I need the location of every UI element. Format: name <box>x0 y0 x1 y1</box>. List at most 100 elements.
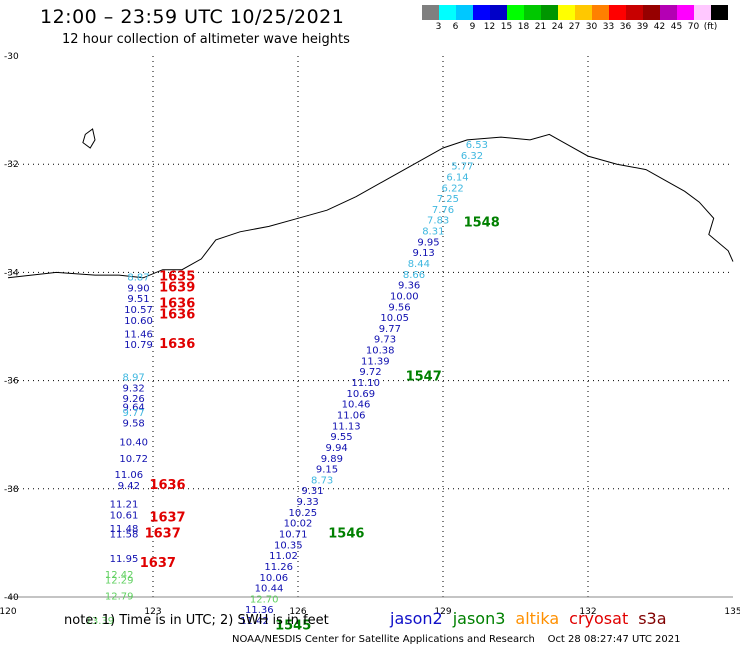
pass-time-label: 1548 <box>464 215 500 230</box>
legend-swatch <box>660 5 677 20</box>
wave-height-value: 11.42 <box>240 616 269 627</box>
color-legend-labels: 3 6 9 12 15 18 21 24 27 30 33 36 39 42 45 70 (ft) <box>422 22 738 34</box>
wave-height-value: 12.42 <box>105 570 134 581</box>
wave-height-value: 11.06 <box>337 410 366 421</box>
pass-time-label: 1636 <box>159 297 195 312</box>
wave-height-value: 10.00 <box>390 291 419 302</box>
wave-height-value: 10.38 <box>366 346 395 357</box>
map-grid <box>8 56 733 598</box>
legend-swatch <box>711 5 728 20</box>
wave-height-value: 9.58 <box>123 419 145 430</box>
legend-label: 21 <box>534 22 547 32</box>
legend-swatch <box>456 5 473 20</box>
legend-label: (ft) <box>703 22 718 32</box>
wave-height-value: 12.79 <box>105 592 134 603</box>
satellite-cryosat-label: cryosat <box>569 609 629 628</box>
island-outline <box>82 128 96 149</box>
lat-tick-label: -34 <box>4 268 19 278</box>
wave-height-value: 10.79 <box>124 340 153 351</box>
wave-height-value: 12.70 <box>250 594 279 605</box>
wave-height-value: 8.66 <box>403 270 425 281</box>
pass-time-label: 1639 <box>159 280 195 295</box>
satellite-s3a-label: s3a <box>638 609 667 628</box>
wave-height-value: 9.89 <box>321 454 343 465</box>
legend-label: 33 <box>602 22 615 32</box>
wave-height-value: 8.31 <box>422 227 444 238</box>
lat-tick-label: -38 <box>4 485 19 495</box>
wave-height-value: 10.40 <box>119 438 148 449</box>
legend-label: 3 <box>435 22 442 32</box>
wave-height-value: 10.06 <box>260 573 289 584</box>
wave-height-value: 11.46 <box>124 329 153 340</box>
wave-height-value: 8.73 <box>311 475 333 486</box>
map-title: 12:00 – 23:59 UTC 10/25/2021 <box>40 6 345 28</box>
footer-credit: NOAA/NESDIS Center for Satellite Applica… <box>232 634 681 645</box>
wave-height-value: 10.44 <box>255 584 284 595</box>
wave-height-value: 11.95 <box>110 554 139 565</box>
wave-height-value: 9.73 <box>374 335 396 346</box>
legend-label: 18 <box>517 22 530 32</box>
wave-height-value: 9.90 <box>127 283 149 294</box>
satellite-jason2-label: jason2 <box>390 609 443 628</box>
wave-height-value: 9.15 <box>316 465 338 476</box>
wave-height-value: 9.13 <box>413 248 435 259</box>
color-legend <box>422 5 728 20</box>
wave-height-value: 11.06 <box>115 470 144 481</box>
wave-height-value: 11.58 <box>110 529 139 540</box>
wave-height-value: 10.46 <box>342 400 371 411</box>
wave-height-value: 10.25 <box>289 508 318 519</box>
pass-time-label: 1637 <box>140 556 176 571</box>
map-subtitle: 12 hour collection of altimeter wave hei… <box>62 32 350 47</box>
legend-label: 15 <box>500 22 513 32</box>
wave-height-value: 9.26 <box>123 394 145 405</box>
coastline <box>7 133 734 279</box>
legend-label: 6 <box>452 22 459 32</box>
wave-height-value: 11.21 <box>110 500 139 511</box>
legend-swatch <box>439 5 456 20</box>
wave-height-value: 10.05 <box>380 313 409 324</box>
wave-height-value: 10.60 <box>124 316 153 327</box>
wave-height-value: 11.39 <box>361 356 390 367</box>
wave-height-value: 10.35 <box>274 540 303 551</box>
legend-label: 12 <box>483 22 496 32</box>
wave-height-value: 6.14 <box>446 172 468 183</box>
lat-tick-label: -36 <box>4 377 19 387</box>
pass-time-label: 1637 <box>145 526 181 541</box>
wave-height-value: 10.71 <box>279 529 308 540</box>
legend-label: 45 <box>670 22 683 32</box>
wave-height-value: 10.61 <box>110 511 139 522</box>
pass-time-label: 1636 <box>159 307 195 322</box>
legend-swatch <box>473 5 490 20</box>
wave-height-value: 9.77 <box>123 408 145 419</box>
wave-height-value: 6.22 <box>442 183 464 194</box>
satellite-altika-label: altika <box>515 609 560 628</box>
wave-height-value: 10.69 <box>347 389 376 400</box>
wave-height-value: 11.10 <box>351 378 380 389</box>
legend-swatch <box>694 5 711 20</box>
wave-height-value: 6.32 <box>461 151 483 162</box>
lat-tick-label: -40 <box>4 593 19 603</box>
wave-height-value: 8.87 <box>127 273 149 284</box>
wave-height-value: 11.13 <box>332 421 361 432</box>
wave-height-value: 11.48 <box>110 524 139 535</box>
pass-time-label: 1545 <box>275 618 311 633</box>
map-axis-labels: 120 123 126 129 132 135 -30 -32 -34 -36 -38 -40 <box>0 52 740 617</box>
legend-swatch <box>575 5 592 20</box>
wave-height-value: 7.83 <box>427 216 449 227</box>
legend-swatch <box>524 5 541 20</box>
wave-height-value: 9.77 <box>379 324 401 335</box>
wave-height-value: 9.31 <box>301 486 323 497</box>
wave-height-value: 11.36 <box>245 605 274 616</box>
pass-time-label: 1635 <box>159 270 195 285</box>
lon-tick-label: 129 <box>434 607 451 617</box>
footer-note: note: 1) Time is in UTC; 2) SWH is in fe… <box>64 613 329 628</box>
lon-tick-label: 126 <box>289 607 306 617</box>
legend-swatch <box>609 5 626 20</box>
wave-height-value: 10.02 <box>284 519 313 530</box>
wave-height-value: 9.72 <box>359 367 381 378</box>
legend-label: 36 <box>619 22 632 32</box>
pass-time-label: 1637 <box>149 510 185 525</box>
wave-height-value: 9.51 <box>127 294 149 305</box>
legend-label: 27 <box>568 22 581 32</box>
pass-time-label: 1636 <box>149 478 185 493</box>
